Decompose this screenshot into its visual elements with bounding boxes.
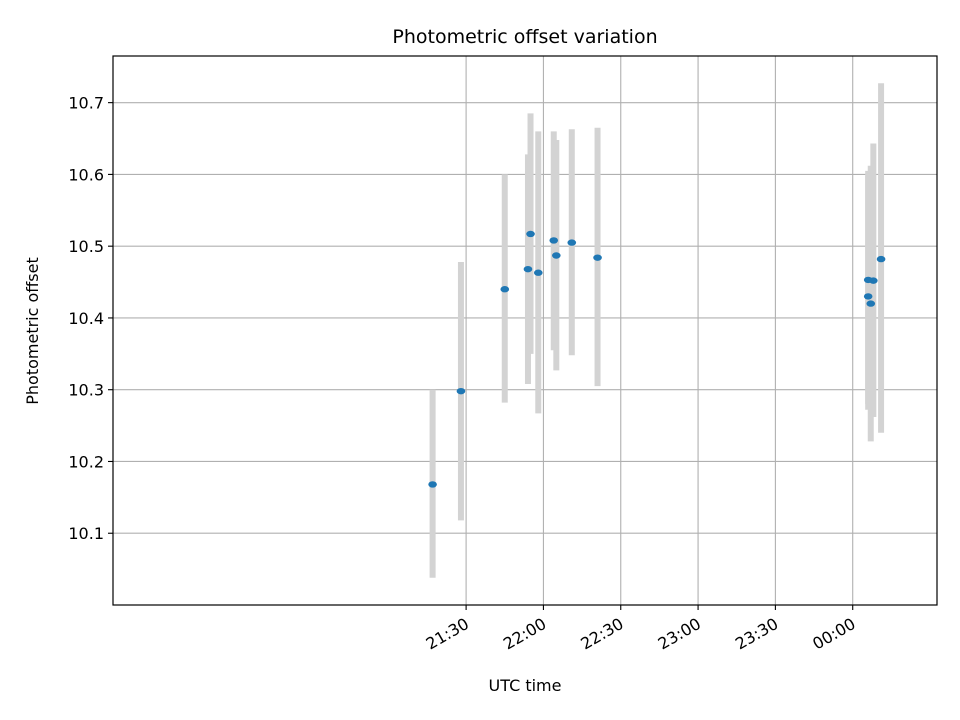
y-tick-label: 10.4 — [68, 309, 104, 328]
data-points — [428, 230, 886, 488]
y-tick-label: 10.5 — [68, 237, 104, 256]
data-point — [552, 252, 561, 259]
y-axis-label: Photometric offset — [23, 257, 42, 405]
data-point — [869, 277, 878, 284]
data-point — [500, 286, 510, 293]
chart-title: Photometric offset variation — [392, 26, 657, 48]
data-point — [593, 254, 602, 261]
data-point — [456, 387, 466, 395]
x-axis-ticks: 21:30 22:00 22:30 23:00 23:30 00:00 — [423, 605, 859, 654]
data-point — [876, 255, 886, 263]
x-tick-label: 23:30 — [732, 614, 781, 654]
data-point — [526, 230, 535, 238]
x-tick-label: 21:30 — [423, 614, 472, 654]
y-tick-label: 10.3 — [68, 381, 104, 400]
x-tick-label: 00:00 — [809, 614, 858, 654]
error-bars — [429, 83, 885, 578]
data-point — [567, 239, 577, 246]
data-point — [863, 293, 873, 300]
y-tick-label: 10.6 — [68, 165, 104, 184]
grid — [113, 56, 937, 605]
data-point — [549, 237, 559, 244]
x-tick-label: 22:00 — [500, 614, 549, 654]
y-tick-label: 10.1 — [68, 524, 104, 543]
x-tick-label: 22:30 — [577, 614, 626, 654]
y-tick-label: 10.2 — [68, 452, 104, 471]
data-point — [523, 265, 533, 273]
data-point — [428, 481, 437, 488]
y-tick-label: 10.7 — [68, 94, 104, 113]
x-axis-label: UTC time — [489, 676, 562, 695]
y-axis-ticks: 10.1 10.2 10.3 10.4 10.5 10.6 10.7 — [68, 94, 113, 543]
data-point — [866, 300, 876, 307]
x-tick-label: 23:00 — [655, 614, 704, 654]
plot-frame — [112, 55, 938, 606]
data-point — [533, 269, 543, 276]
